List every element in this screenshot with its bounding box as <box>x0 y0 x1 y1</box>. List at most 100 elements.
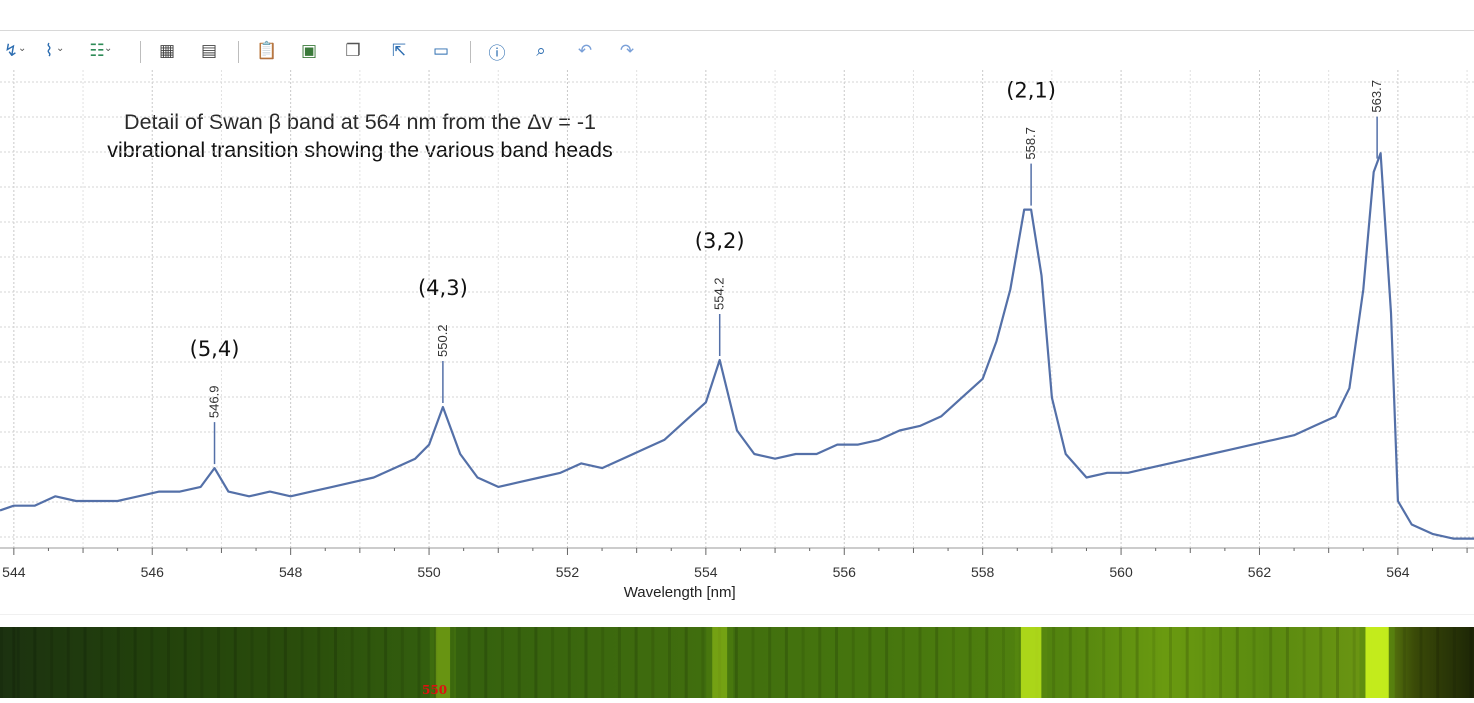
striation <box>684 627 688 698</box>
window-icon: ▭ <box>432 41 450 61</box>
x-tick-label: 548 <box>279 564 303 580</box>
spectrum-strip-label: 550 <box>422 683 448 697</box>
striation <box>233 627 237 698</box>
series-icon: ☷ <box>89 41 105 61</box>
chevron-down-icon[interactable]: ⌄ <box>104 43 113 54</box>
striation <box>1252 627 1256 698</box>
chevron-down-icon[interactable]: ⌄ <box>56 43 65 54</box>
striation <box>1102 627 1106 698</box>
band-head-label: (2,1) <box>1006 79 1056 103</box>
striation <box>367 627 371 698</box>
striation <box>83 627 87 698</box>
pointer-icon: ⇱ <box>391 41 407 61</box>
striation <box>1336 627 1339 698</box>
striation <box>835 627 838 698</box>
table-button[interactable]: ▤ <box>198 40 220 62</box>
striation <box>1302 627 1306 698</box>
striation <box>350 627 354 698</box>
striation <box>1402 627 1406 698</box>
striation <box>1169 627 1172 698</box>
striation <box>868 627 872 698</box>
paste-icon: 📋 <box>256 41 278 61</box>
striation <box>1419 627 1423 698</box>
striation <box>1068 627 1072 698</box>
x-tick-label: 560 <box>1109 564 1133 580</box>
striation <box>1269 627 1273 698</box>
striation <box>1185 627 1189 698</box>
striation <box>567 627 571 698</box>
bright-band <box>712 627 728 698</box>
x-tick-label: 564 <box>1386 564 1410 580</box>
copy-icon: ❐ <box>345 41 361 61</box>
x-tick-label: 554 <box>694 564 718 580</box>
zoom-button[interactable]: ⌕ <box>530 40 552 62</box>
toolbar-separator <box>470 41 471 63</box>
striation <box>584 627 588 698</box>
band-head-label: (5,4) <box>190 337 240 361</box>
window-button[interactable]: ▭ <box>430 40 452 62</box>
peak-button[interactable]: ⌇ <box>38 40 60 62</box>
zoom-icon: ⌕ <box>536 41 546 61</box>
trace-icon: ↯ <box>3 41 19 61</box>
striation <box>1002 627 1005 698</box>
striation <box>718 627 722 698</box>
toolbar-separator <box>238 41 239 63</box>
striation <box>317 627 321 698</box>
copy-button[interactable]: ❐ <box>342 40 364 62</box>
x-tick-label: 544 <box>2 564 26 580</box>
striation <box>517 627 521 698</box>
striation <box>1202 627 1206 698</box>
striation <box>200 627 204 698</box>
striation <box>634 627 638 698</box>
striation <box>1235 627 1239 698</box>
striation <box>901 627 905 698</box>
bright-band <box>435 627 450 698</box>
trace-button[interactable]: ↯ <box>0 40 22 62</box>
striation <box>1085 627 1089 698</box>
striation <box>601 627 605 698</box>
chart-toolbar: ↯ ⌄ ⌇ ⌄ ☷ ⌄ ▦ ▤ 📋 ▣ ❐ ⇱ ▭ ⓘ ⌕ ↶ ↷ <box>0 37 660 67</box>
x-tick-label: 556 <box>833 564 857 580</box>
striation <box>1285 627 1289 698</box>
striation <box>250 627 254 698</box>
striation <box>885 627 889 698</box>
peak-value-label: 554.2 <box>712 277 727 310</box>
striation <box>267 627 271 698</box>
redo-icon: ↷ <box>619 41 635 61</box>
bright-band-glow <box>706 627 734 698</box>
toolbar-separator <box>140 41 141 63</box>
peak-value-label: 558.7 <box>1023 127 1038 160</box>
window-top-border <box>0 30 1474 31</box>
striation <box>734 627 738 698</box>
striation <box>33 627 37 698</box>
redo-button[interactable]: ↷ <box>616 40 638 62</box>
image-button[interactable]: ▣ <box>298 40 320 62</box>
spectrum-chart[interactable]: 544 546 548 550 552 554 556 558 560 562 564 Wavelen… <box>0 70 1474 615</box>
striation <box>66 627 70 698</box>
undo-icon: ↶ <box>577 41 593 61</box>
striation <box>968 627 972 698</box>
striation <box>217 627 221 698</box>
striation <box>334 627 337 698</box>
striation <box>801 627 805 698</box>
striation <box>1118 627 1122 698</box>
x-axis-title: Wavelength [nm] <box>624 584 736 601</box>
grid-button[interactable]: ▦ <box>156 40 178 62</box>
paste-button[interactable]: 📋 <box>256 40 278 62</box>
striation <box>183 627 187 698</box>
striation <box>167 627 170 698</box>
x-axis-ticks: 544 546 548 550 552 554 556 558 560 562 564 <box>2 548 1468 580</box>
striation <box>701 627 705 698</box>
chevron-down-icon[interactable]: ⌄ <box>18 43 27 54</box>
info-button[interactable]: ⓘ <box>486 40 508 64</box>
striation <box>1319 627 1323 698</box>
pointer-button[interactable]: ⇱ <box>388 40 410 62</box>
x-tick-label: 550 <box>417 564 441 580</box>
peak-marker: 558.7 (2,1) <box>1006 79 1056 206</box>
striation <box>551 627 555 698</box>
bright-band-glow <box>429 627 456 698</box>
striation <box>935 627 939 698</box>
striation <box>150 627 154 698</box>
series-button[interactable]: ☷ <box>86 40 108 62</box>
undo-button[interactable]: ↶ <box>574 40 596 62</box>
